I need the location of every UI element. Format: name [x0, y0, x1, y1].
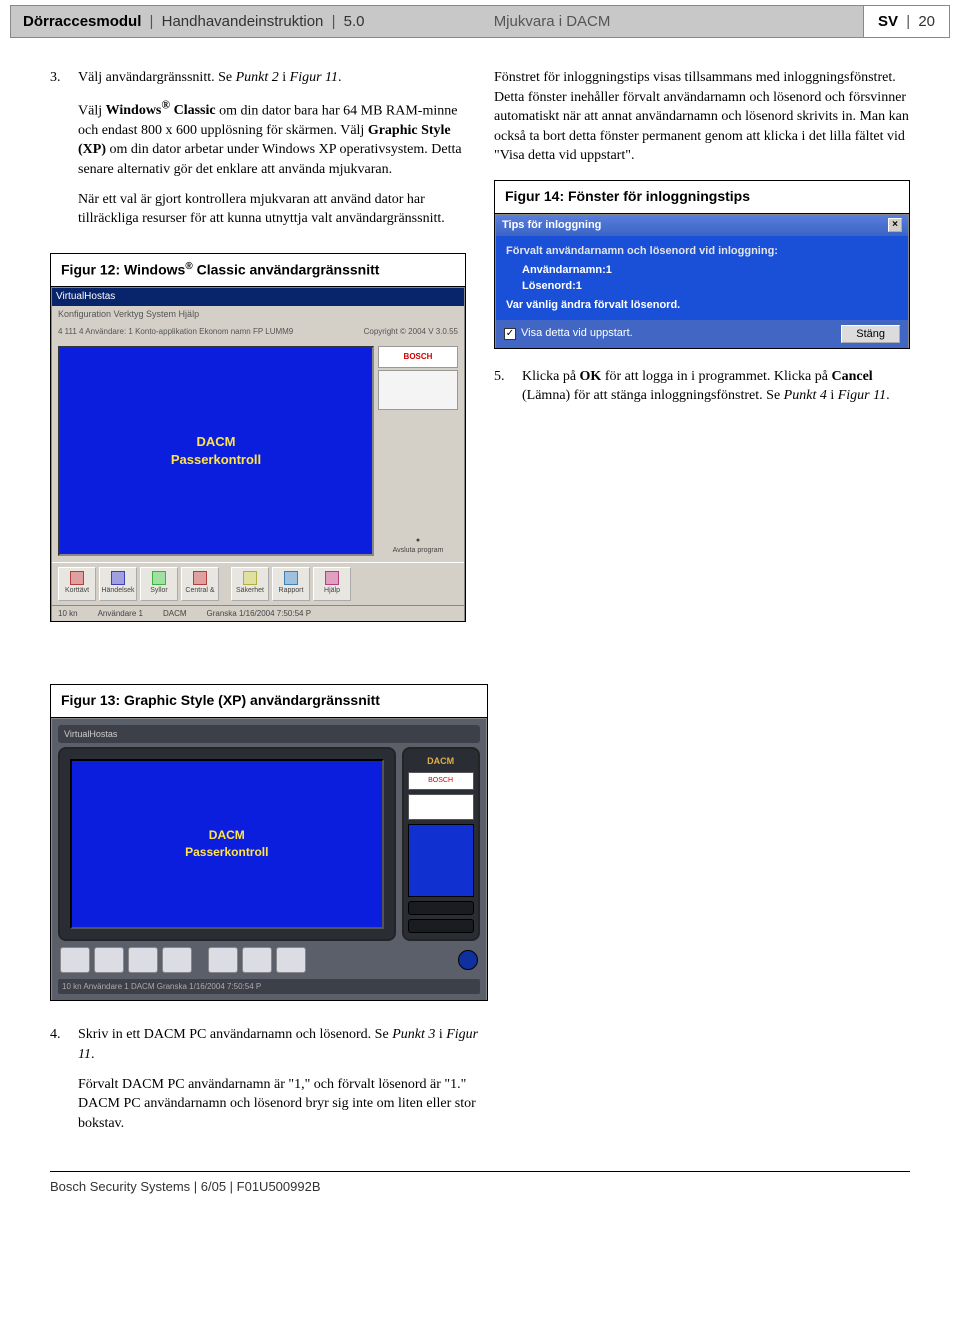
xp-main-screen: DACM Passerkontroll — [70, 759, 384, 929]
figure-13: Figur 13: Graphic Style (XP) användargrä… — [50, 684, 488, 1001]
xp-titlebar: VirtualHostas — [58, 725, 480, 744]
figure-12-title: Figur 12: Windows® Classic användargräns… — [51, 254, 465, 287]
step-4-text: Skriv in ett DACM PC användarnamn och lö… — [78, 1025, 488, 1143]
figure-12-body: VirtualHostas Konfiguration Verktyg Syst… — [51, 287, 465, 621]
tips-footer: ✓ Visa detta vid uppstart. Stäng — [496, 320, 908, 348]
xp-toolbar — [58, 941, 480, 975]
step-5-num: 5. — [494, 367, 512, 416]
doc-title: Dörraccesmodul — [23, 13, 141, 30]
xp-side-panel: DACM BOSCH — [402, 747, 480, 941]
right-column: Fönstret för inloggningstips visas tills… — [494, 68, 910, 640]
xp-monitor: DACM Passerkontroll — [58, 747, 396, 941]
xp-panel-label: DACM — [408, 755, 474, 768]
classic-window: VirtualHostas Konfiguration Verktyg Syst… — [51, 287, 465, 621]
step-5: 5. Klicka på OK för att logga in i progr… — [494, 367, 910, 416]
xp-btn-5[interactable] — [242, 947, 272, 973]
classic-toolbar: Korttävt Händelsek Syllor Central & Säke… — [52, 562, 464, 605]
page-footer: Bosch Security Systems | 6/05 | F01U5009… — [0, 1178, 960, 1206]
figure-13-title: Figur 13: Graphic Style (XP) användargrä… — [51, 685, 487, 718]
xp-exit-icon[interactable] — [458, 950, 478, 970]
xp-bosch-logo: BOSCH — [408, 772, 474, 790]
step-3-num: 3. — [50, 68, 68, 239]
figure-14: Figur 14: Fönster för inloggningstips Ti… — [494, 180, 910, 349]
close-icon[interactable]: × — [888, 218, 902, 232]
show-at-startup-checkbox[interactable]: ✓ Visa detta vid uppstart. — [504, 326, 633, 341]
classic-menubar: Konfiguration Verktyg System Hjälp — [52, 306, 464, 323]
tb-btn-1[interactable]: Händelsek — [99, 567, 137, 601]
xp-statusbar: 10 kn Användare 1 DACM Granska 1/16/2004… — [58, 979, 480, 994]
step-3: 3. Välj användargränssnitt. Se Punkt 2 i… — [50, 68, 466, 239]
classic-status-left: 4 111 4 Användare: 1 Konto-applikation E… — [58, 326, 293, 337]
figure-14-body: Tips för inloggning × Förvalt användarna… — [495, 214, 909, 348]
xp-btn-2[interactable] — [128, 947, 158, 973]
side-label: ●Avsluta program — [378, 536, 458, 556]
sep2: | — [332, 13, 336, 30]
classic-inner: DACM Passerkontroll BOSCH ●Avsluta progr… — [52, 340, 464, 562]
classic-titlebar: VirtualHostas — [52, 288, 464, 306]
left-column: 3. Välj användargränssnitt. Se Punkt 2 i… — [50, 68, 466, 640]
classic-copyright: Copyright © 2004 V 3.0.55 — [364, 326, 458, 337]
classic-side: BOSCH ●Avsluta program — [378, 346, 458, 556]
header-page: 20 — [918, 13, 935, 30]
xp-btn-1[interactable] — [94, 947, 124, 973]
tb-btn-4[interactable]: Säkerhet — [231, 567, 269, 601]
tb-btn-5[interactable]: Rapport — [272, 567, 310, 601]
step-5-text: Klicka på OK för att logga in i programm… — [522, 367, 910, 416]
tips-titlebar: Tips för inloggning × — [496, 215, 908, 236]
right-paragraph: Fönstret för inloggningstips visas tills… — [494, 68, 910, 166]
tb-btn-6[interactable]: Hjälp — [313, 567, 351, 601]
page-header: Dörraccesmodul | Handhavandeinstruktion … — [10, 5, 950, 38]
footer-divider — [50, 1171, 910, 1172]
lower-left-block: Figur 13: Graphic Style (XP) användargrä… — [0, 684, 538, 1161]
doc-version: 5.0 — [344, 13, 365, 30]
sep3: | — [906, 13, 910, 30]
step-3-text: Välj användargränssnitt. Se Punkt 2 i Fi… — [78, 68, 466, 239]
tips-dialog: Tips för inloggning × Förvalt användarna… — [495, 214, 909, 348]
figure-13-body: VirtualHostas DACM Passerkontroll DACM B… — [51, 718, 487, 1001]
doc-sub: Handhavandeinstruktion — [162, 13, 324, 30]
tb-btn-2[interactable]: Syllor — [140, 567, 178, 601]
xp-dial-1 — [408, 901, 474, 915]
close-button[interactable]: Stäng — [841, 325, 900, 343]
xp-info-box — [408, 794, 474, 820]
checkbox-icon: ✓ — [504, 328, 516, 340]
tips-body: Förvalt användarnamn och lösenord vid in… — [496, 236, 908, 320]
xp-blue-area — [408, 824, 474, 897]
xp-btn-6[interactable] — [276, 947, 306, 973]
xp-btn-4[interactable] — [208, 947, 238, 973]
tb-btn-3[interactable]: Central & — [181, 567, 219, 601]
classic-statusbar: 10 kn Användare 1 DACM Granska 1/16/2004… — [52, 605, 464, 621]
header-right: SV | 20 — [863, 6, 949, 37]
xp-btn-3[interactable] — [162, 947, 192, 973]
xp-dial-2 — [408, 919, 474, 933]
header-section: Mjukvara i DACM — [482, 6, 863, 37]
step-4-num: 4. — [50, 1025, 68, 1143]
header-lang: SV — [878, 13, 898, 30]
figure-12: Figur 12: Windows® Classic användargräns… — [50, 253, 466, 622]
xp-row: DACM Passerkontroll DACM BOSCH — [58, 747, 480, 941]
xp-btn-0[interactable] — [60, 947, 90, 973]
classic-main-screen: DACM Passerkontroll — [58, 346, 374, 556]
tb-btn-0[interactable]: Korttävt — [58, 567, 96, 601]
sep1: | — [150, 13, 154, 30]
header-left: Dörraccesmodul | Handhavandeinstruktion … — [11, 6, 482, 37]
side-box-2 — [378, 370, 458, 410]
bosch-logo: BOSCH — [378, 346, 458, 368]
figure-14-title: Figur 14: Fönster för inloggningstips — [495, 181, 909, 214]
two-col-content: 3. Välj användargränssnitt. Se Punkt 2 i… — [0, 68, 960, 670]
step-4: 4. Skriv in ett DACM PC användarnamn och… — [50, 1025, 488, 1143]
xp-window: VirtualHostas DACM Passerkontroll DACM B… — [51, 718, 487, 1001]
